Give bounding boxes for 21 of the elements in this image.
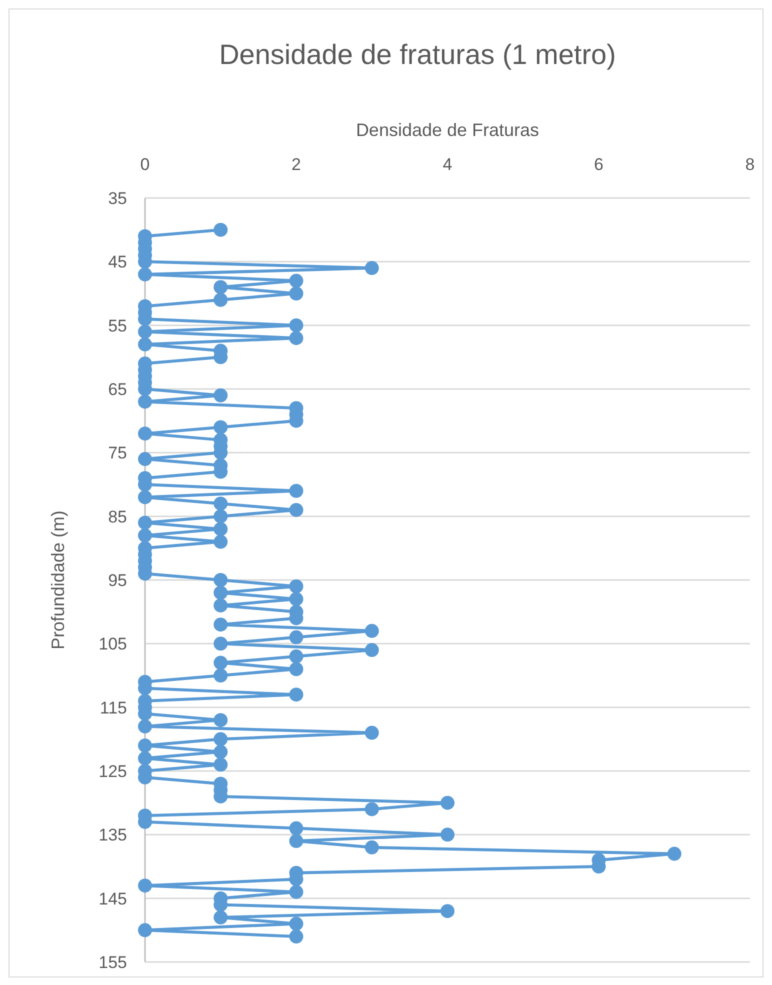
y-tick-label: 55	[108, 316, 127, 336]
y-tick-label: 105	[98, 634, 127, 654]
x-tick-label: 2	[292, 155, 301, 174]
y-tick-label: 125	[98, 762, 127, 781]
y-axis-title: Profundidade (m)	[48, 510, 68, 650]
chart-title: Densidade de fraturas (1 metro)	[219, 39, 616, 70]
y-tick-label: 85	[108, 507, 127, 526]
y-tick-label: 35	[108, 189, 127, 208]
y-tick-label: 75	[108, 444, 127, 463]
y-tick-label: 115	[100, 698, 127, 718]
x-tick-label: 8	[745, 155, 755, 174]
x-tick-label: 4	[442, 155, 452, 174]
y-tick-label: 145	[98, 889, 127, 908]
y-tick-label: 95	[108, 571, 127, 590]
y-tick-label: 135	[98, 826, 127, 845]
y-tick-label: 65	[108, 380, 127, 399]
y-tick-label: 155	[98, 953, 127, 972]
x-tick-label: 0	[140, 155, 150, 174]
x-tick-label: 6	[594, 155, 604, 174]
x-axis-title: Densidade de Fraturas	[356, 120, 540, 140]
y-tick-label: 45	[108, 252, 127, 272]
